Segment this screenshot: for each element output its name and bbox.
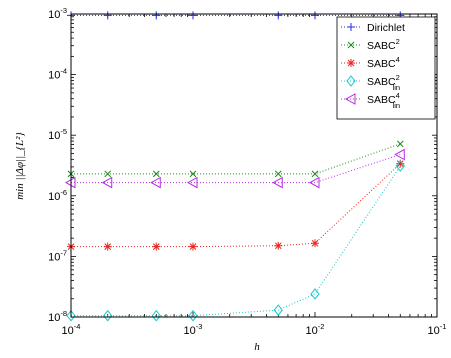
data-point — [274, 11, 283, 20]
y-tick-label: 10-7 — [48, 248, 67, 263]
data-point — [274, 170, 282, 178]
data-point — [394, 148, 405, 161]
legend-marker — [344, 93, 356, 105]
series-line — [71, 143, 401, 175]
x-tick-label: 10-4 — [62, 322, 81, 337]
data-point — [101, 176, 113, 189]
data-point — [189, 11, 197, 20]
legend-marker — [346, 75, 356, 87]
data-point — [150, 176, 161, 189]
legend-box — [336, 16, 436, 120]
x-tick-labels: 10-4 10-3 10-2 10-1 — [62, 322, 447, 337]
legend-label: SABC4 — [367, 55, 400, 70]
data-point — [272, 176, 283, 189]
x-tick-label: 10-3 — [184, 322, 203, 337]
data-point — [151, 309, 161, 322]
y-tick-label: 10-3 — [48, 6, 67, 21]
series-line — [71, 154, 401, 184]
y-tick-label: 10-6 — [48, 188, 67, 203]
y-tick-label: 10-8 — [48, 309, 67, 324]
data-point — [188, 309, 198, 322]
data-point — [273, 304, 283, 316]
data-point — [274, 241, 283, 250]
series-line — [71, 163, 401, 248]
data-point — [189, 170, 197, 178]
legend-label: SABC2 — [367, 37, 400, 52]
data-point — [66, 309, 76, 322]
data-point — [103, 242, 112, 251]
y-axis-label-text: min ||Δφ||_{L²} — [14, 132, 26, 200]
data-point — [103, 309, 113, 322]
data-point — [103, 11, 112, 20]
data-point — [311, 239, 319, 248]
legend-marker — [347, 59, 355, 67]
legend-marker — [347, 41, 355, 49]
data-point — [152, 242, 161, 251]
data-point — [152, 11, 161, 20]
data-point — [311, 170, 319, 178]
data-point — [396, 140, 404, 148]
legend-label: Dirichlet — [367, 22, 405, 34]
data-point — [308, 176, 320, 189]
legend-label: SABC4 lin — [367, 91, 400, 110]
data-point — [189, 242, 197, 251]
data-point — [186, 176, 198, 189]
legend-label: SABC2 lin — [367, 73, 400, 92]
data-point — [395, 160, 405, 172]
x-tick-label: 10-2 — [306, 322, 325, 337]
data-point — [396, 159, 405, 168]
x-tick-label: 10-1 — [428, 322, 447, 337]
plot-frame — [70, 13, 438, 318]
data-point — [310, 288, 320, 300]
y-tick-label: 10-4 — [48, 67, 67, 82]
data-point — [152, 170, 160, 178]
series-line — [71, 165, 401, 317]
y-axis-label: min ||Δφ||_{L²} — [14, 132, 26, 200]
x-axis-label: h — [254, 341, 260, 353]
y-tick-labels: 10-8 10-7 10-6 10-5 10-4 10-3 — [48, 6, 67, 324]
data-point — [104, 170, 112, 178]
legend-marker — [347, 23, 355, 31]
y-tick-label: 10-5 — [48, 127, 67, 142]
data-point — [311, 11, 319, 20]
